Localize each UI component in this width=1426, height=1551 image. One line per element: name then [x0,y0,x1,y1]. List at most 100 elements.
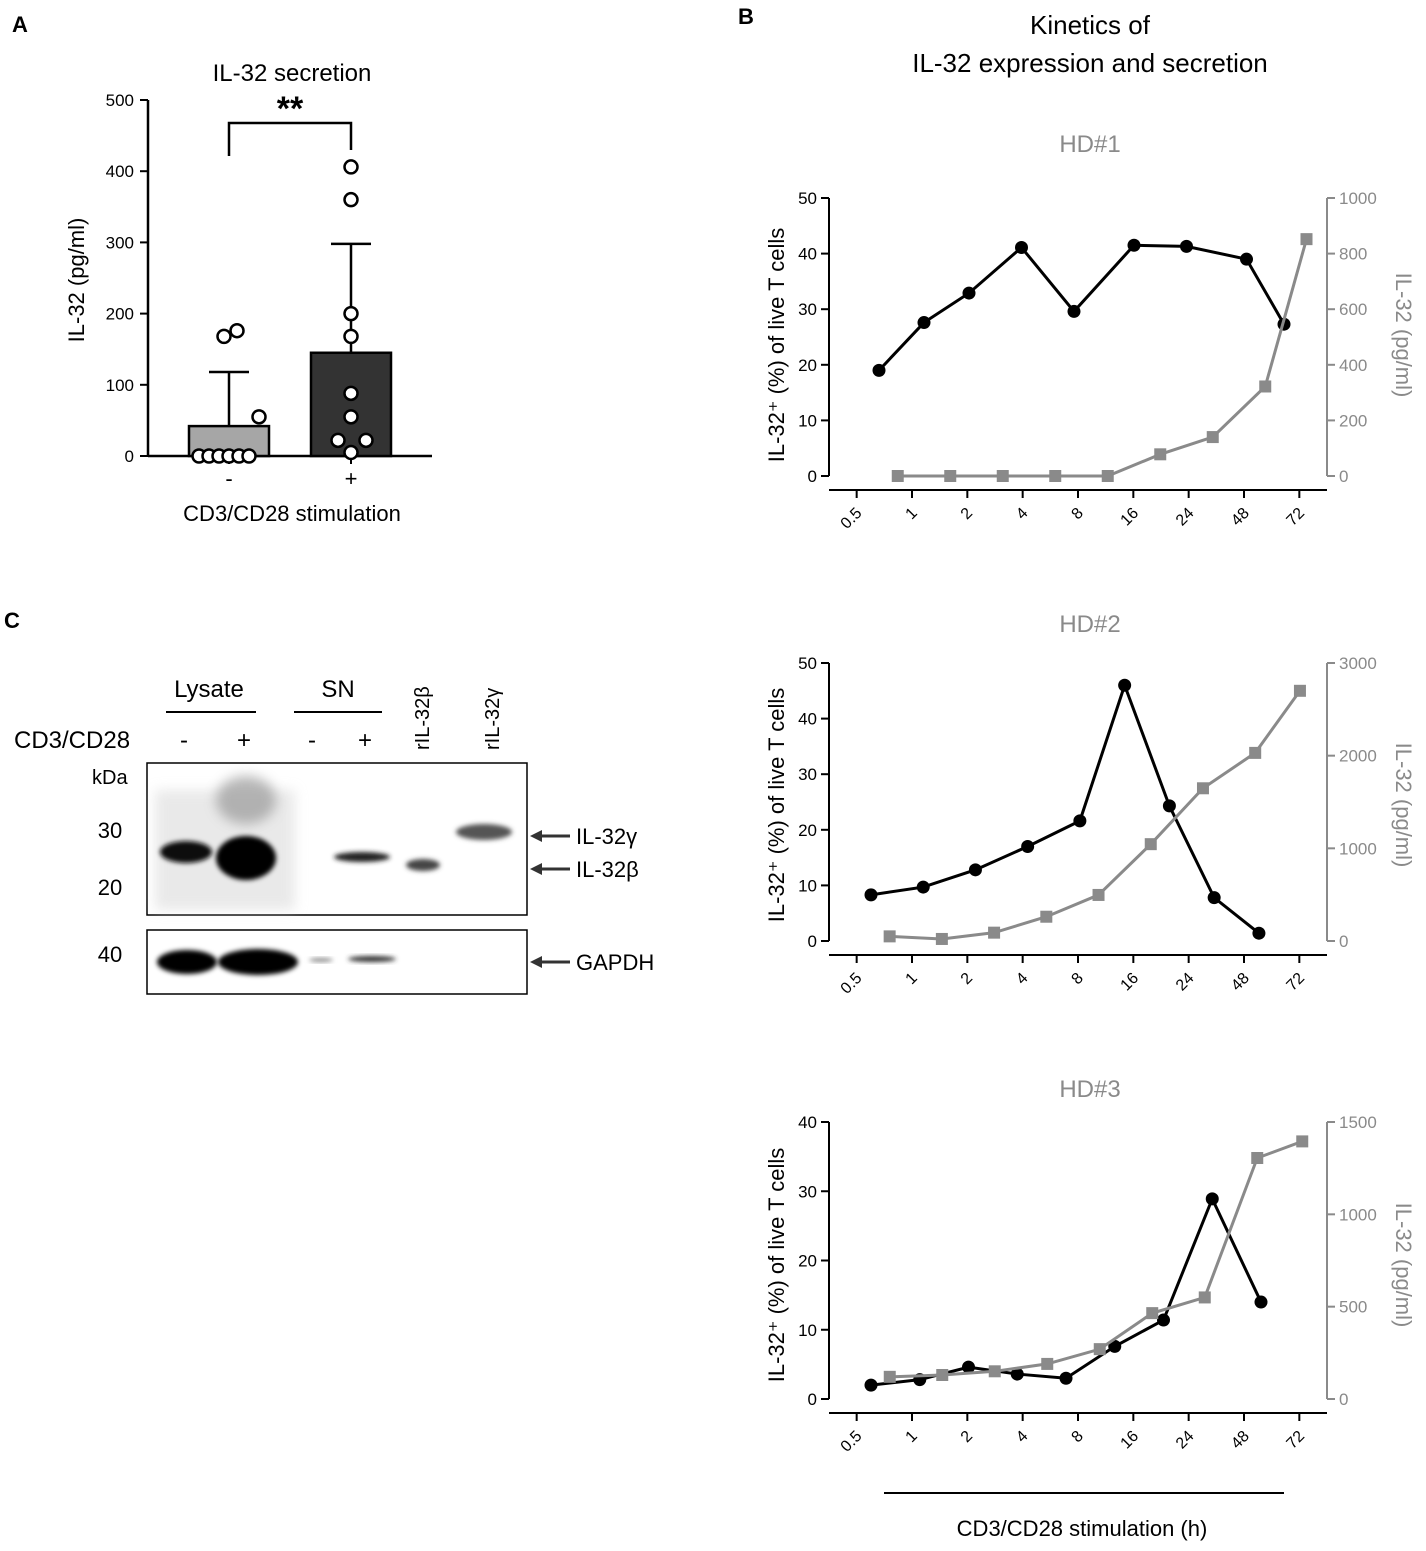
hd2-plot-point-left [1207,891,1221,905]
hd3-plot-point-right [1093,1343,1106,1356]
hd2-plot-point-right [988,926,1001,939]
panel-a-dot [241,448,257,464]
panel-a-ylabel: IL-32 (pg/ml) [64,218,89,343]
panel-a-dot [251,409,267,425]
band-lysate-unstim-il32 [160,841,212,863]
hd2-plot-x-tick-label: 72 [1284,970,1309,995]
hd3-plot-point-right [883,1370,896,1383]
panel-a-dot [343,159,359,175]
hd2-plot-point-left [1252,926,1266,940]
hd3-title: HD#3 [1059,1076,1120,1103]
sign-lysate-plus: + [237,727,251,754]
hd2-plot-right-tick-label: 1000 [1339,839,1377,858]
hd2-plot-x-tick-label: 8 [1069,970,1087,988]
hd2-plot-right-tick-label: 0 [1339,932,1348,951]
hd1-plot-x-tick-label: 72 [1284,505,1309,530]
panel-a-dot [343,444,359,461]
hd1-plot-point-right [944,470,957,482]
hd1-ylabel-left: IL-32⁺ (%) of live T cells [764,228,789,463]
panel-a-ytick-label: 200 [106,305,134,324]
hd3-plot-point-right [1041,1357,1054,1370]
hd2-plot-point-right [1293,684,1306,697]
hd1-plot-series-line-left [877,243,1286,372]
arrow-il32b [530,863,570,875]
hd1-plot-point-left [1127,238,1141,252]
hd3-plot-x-tick-label: 72 [1284,1428,1309,1453]
band-ril32g [456,824,512,840]
marker-40: 40 [98,942,122,967]
panel-b-title-line1: Kinetics of [1030,10,1151,40]
hd1-plot-right-tick-label: 600 [1339,300,1367,319]
hd3-plot-point-right [936,1368,949,1381]
hd2-ylabel-right: IL-32 (pg/ml) [1391,743,1416,868]
hd1-plot-left-tick-label: 40 [798,245,817,264]
arrow-gapdh [530,956,570,968]
hd2-plot-left-tick-label: 30 [798,765,817,784]
panel-c-letter: C [4,608,20,633]
hd3-plot-point-left [962,1360,975,1374]
hd2-plot-x-tick-label: 4 [1013,970,1031,988]
marker-20: 20 [98,875,122,900]
panel-a-ytick-label: 500 [106,91,134,110]
panel-a-xtick-label: - [225,466,232,491]
hd2-plot-point-right [1144,838,1157,851]
hd2-plot-left-tick-label: 50 [798,654,817,673]
panel-b-letter: B [738,4,754,29]
hd1-plot-right-tick-label: 0 [1339,467,1348,486]
hd3-plot-right-tick-label: 1000 [1339,1205,1377,1224]
hd1-plot-left-tick-label: 50 [798,189,817,208]
kda-label: kDa [92,767,128,789]
panel-a-dot [330,432,346,449]
hd1-plot-point-right [1154,448,1167,461]
panel-a-dot [216,328,232,345]
hd3-plot-x-tick-label: 2 [958,1428,976,1446]
hd2-plot-x-tick-label: 0.5 [838,970,866,998]
hd2-plot-x-tick-label: 2 [958,970,976,988]
hd2-plot-point-left [864,888,878,902]
hd1-plot-point-left [1015,240,1028,254]
hd1-plot-x-tick-label: 16 [1118,505,1143,530]
hd3-plot-right-tick-label: 1500 [1339,1113,1377,1132]
hd2-plot-left-tick-label: 10 [798,876,817,895]
hd3-plot-right-tick-label: 500 [1339,1298,1367,1317]
hd1-plot-left-tick-label: 10 [798,411,817,430]
hd1-plot-point-left [917,316,931,330]
hd1-plot-point-right [1049,470,1062,482]
hd3-plot-point-right [1251,1152,1264,1165]
hd2-plot-point-right [1040,910,1053,923]
panel-a-letter: A [12,12,28,37]
hd1-ylabel-right: IL-32 (pg/ml) [1391,273,1416,398]
panel-a-ytick-label: 300 [106,233,134,252]
band-ril32b [406,859,440,871]
arrow-label-il32b: IL-32β [576,857,639,882]
hd3-ylabel-left: IL-32⁺ (%) of live T cells [764,1148,789,1383]
panel-a-dot [343,409,359,425]
panel-a-xlabel: CD3/CD28 stimulation [183,501,401,526]
hd3-ylabel-right: IL-32 (pg/ml) [1391,1203,1416,1328]
lane-label-ril32b: rIL-32β [412,686,434,750]
hd1-plot-left-tick-label: 0 [808,467,817,486]
panel-a-dot [358,432,374,449]
hd2-plot-x-tick-label: 16 [1118,970,1143,995]
panel-a-dot [343,191,359,208]
hd2-plot-right-tick-label: 3000 [1339,654,1377,673]
hd2-plot-left-tick-label: 40 [798,710,817,729]
hd3-plot-point-left [1205,1192,1219,1206]
hd2-plot-point-right [1196,782,1209,795]
hd1-plot-x-tick-label: 24 [1173,505,1198,530]
panel-a-dot [343,328,359,345]
arrow-il32g [530,830,570,842]
hd2-plot-point-left [1162,799,1176,813]
hd1-plot-right-tick-label: 800 [1339,245,1367,264]
band-lysate-stim-il32 [216,836,276,880]
hd1-plot-x-tick-label: 4 [1013,505,1031,523]
group-label-sn: SN [321,676,354,703]
hd1-plot-x-tick-label: 1 [903,505,921,523]
hd2-plot-point-right [1249,746,1262,759]
hd2-plot-point-left [916,880,930,894]
hd1-plot-series-line-right [897,238,1308,478]
hd1-plot-x-tick-label: 2 [958,505,976,523]
hd2-plot-point-left [968,863,982,877]
hd1-plot-point-right [1259,380,1272,393]
blot-lower [146,929,528,995]
